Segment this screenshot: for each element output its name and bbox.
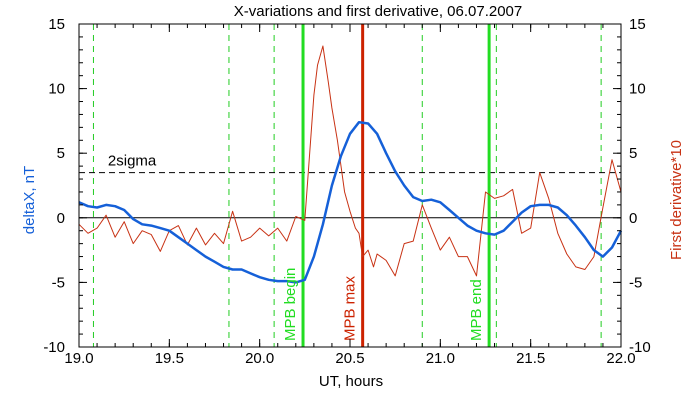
x-tick-label: 21.5 <box>516 350 545 367</box>
y-tick-label-right: 0 <box>629 210 637 227</box>
x-tick-label: 20.5 <box>335 350 364 367</box>
series-line-deltax <box>78 120 623 284</box>
chart-title: X-variations and first derivative, 06.07… <box>234 3 523 20</box>
threshold-label: 2sigma <box>108 153 157 170</box>
y-tick-label-left: 5 <box>57 145 65 162</box>
y-tick-label-left: -10 <box>43 339 65 356</box>
x-tick-label: 22.0 <box>606 350 635 367</box>
y-tick-label-left: -5 <box>52 274 65 291</box>
x-tick-label: 21.0 <box>426 350 455 367</box>
y-tick-label-right: 10 <box>629 81 646 98</box>
marker-label: MPB begin <box>282 268 299 341</box>
y-tick-label-right: -10 <box>629 339 651 356</box>
x-tick-label: 19.0 <box>64 350 93 367</box>
y-tick-label-right: 5 <box>629 145 637 162</box>
marker-label: MPB max <box>342 275 359 341</box>
x-axis-title: UT, hours <box>319 373 383 390</box>
y-tick-label-left: 15 <box>48 16 65 33</box>
y-tick-label-right: -5 <box>629 274 642 291</box>
series-line-derivative <box>78 45 622 277</box>
y-axis-title-left: deltaX, nT <box>21 166 38 234</box>
x-tick-label: 19.5 <box>155 350 184 367</box>
plot-area: 2sigma MPB begin MPB max MPB end 19.0 19.5 20.… <box>43 16 650 367</box>
y-axis-title-right: First derivative*10 <box>668 140 685 260</box>
marker-label: MPB end <box>468 279 485 341</box>
y-tick-label-left: 10 <box>48 81 65 98</box>
x-tick-label: 20.0 <box>245 350 274 367</box>
y-tick-label-left: 0 <box>57 210 65 227</box>
y-tick-label-right: 15 <box>629 16 646 33</box>
